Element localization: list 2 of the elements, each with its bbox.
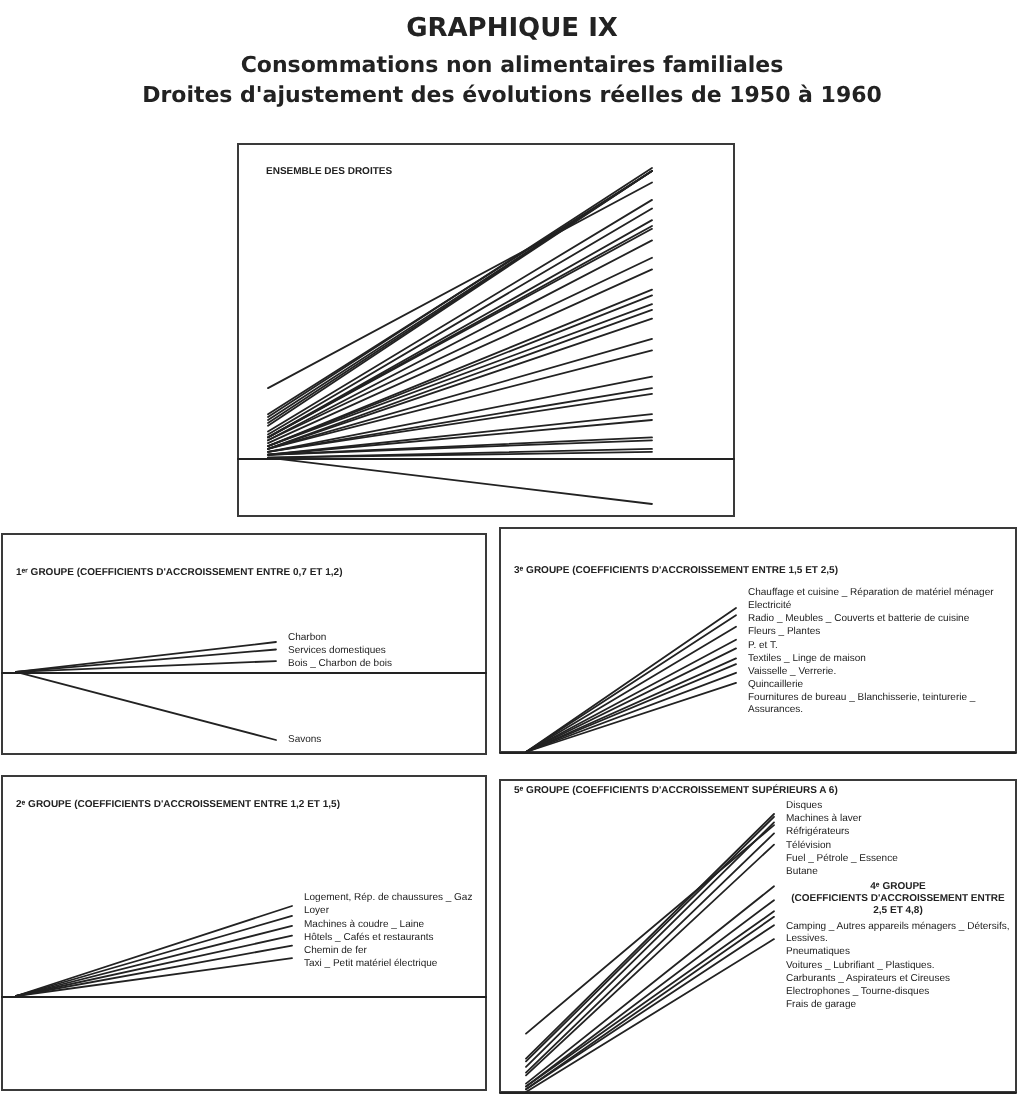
chart-subtitle: Consommations non alimentaires familiales Droites d'ajustement des évolutions réelles de 1950 à 1960 — [142, 52, 883, 108]
chart-title: GRAPHIQUE IX — [406, 14, 618, 44]
